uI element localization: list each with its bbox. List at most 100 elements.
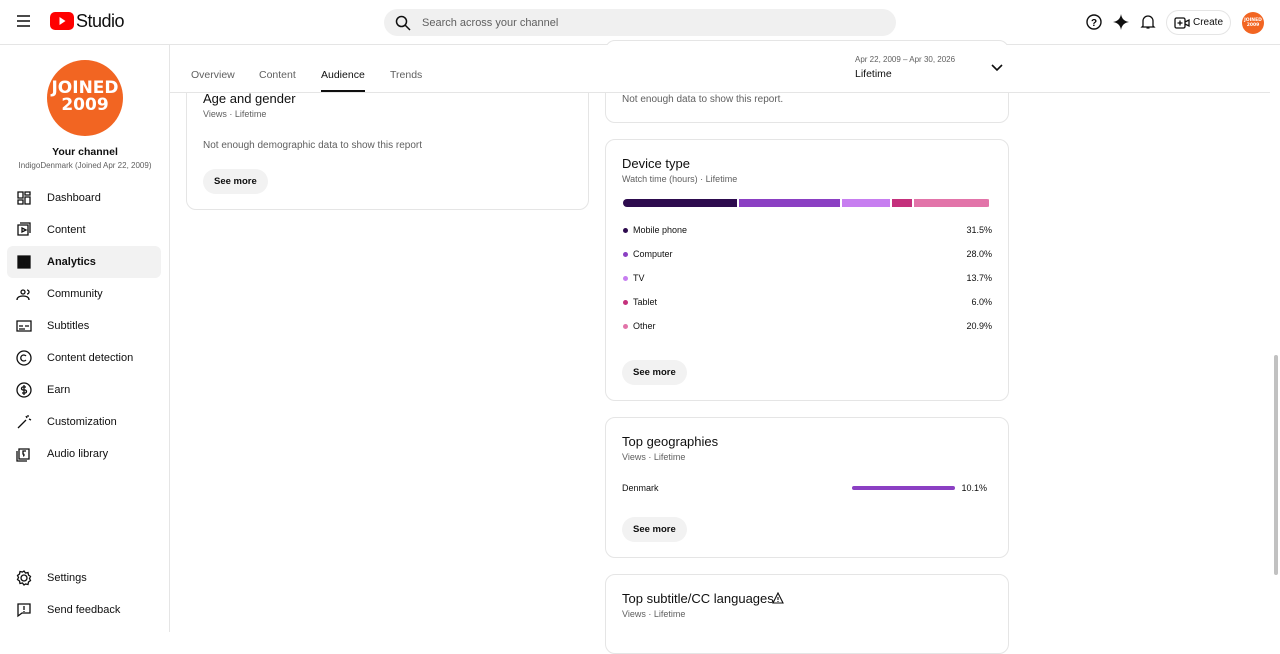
search-box[interactable]: Search across your channel xyxy=(384,9,896,36)
nav-icon xyxy=(16,570,32,586)
device-percent: 20.9% xyxy=(966,321,992,331)
tab[interactable]: Content xyxy=(259,69,296,81)
icon-shape xyxy=(17,415,32,429)
create-label: Create xyxy=(1193,17,1224,28)
empty-message: Not enough demographic data to show this… xyxy=(203,140,423,151)
stacked-bar xyxy=(623,199,991,207)
see-more-button[interactable]: See more xyxy=(622,360,687,385)
date-range[interactable]: Apr 22, 2009 – Apr 30, 2026 xyxy=(855,55,956,64)
nav-icon xyxy=(17,415,32,429)
icon-shape xyxy=(16,350,32,366)
card-title: Device type xyxy=(622,156,690,171)
card-subtitle: Views · Lifetime xyxy=(622,452,686,462)
nav-item[interactable]: Subtitles xyxy=(7,310,161,342)
legend-dot xyxy=(623,252,628,257)
search-icon xyxy=(395,15,411,31)
menu-icon[interactable] xyxy=(16,14,32,28)
country-name: Denmark xyxy=(622,483,659,493)
icon-shape xyxy=(17,603,31,618)
date-period[interactable]: Lifetime xyxy=(855,68,892,80)
device-name: Tablet xyxy=(633,297,658,307)
bar-segment xyxy=(738,199,840,207)
nav-icon xyxy=(16,350,32,366)
nav-icon xyxy=(16,448,30,462)
empty-message: Not enough data to show this report. xyxy=(622,94,784,105)
legend-dot xyxy=(623,300,628,305)
subtitle-languages-card: Top subtitle/CC languages Views · Lifeti… xyxy=(605,574,1009,654)
card-title: Top subtitle/CC languages xyxy=(622,591,774,606)
country-bar xyxy=(852,486,955,490)
bar-segment xyxy=(841,199,891,207)
nav-item[interactable]: Dashboard xyxy=(7,182,161,214)
icon-shape xyxy=(16,448,30,462)
icon-shape xyxy=(17,255,31,269)
warning-icon[interactable] xyxy=(772,592,784,604)
nav-item[interactable]: Analytics xyxy=(7,246,161,278)
see-more-button[interactable]: See more xyxy=(203,169,268,194)
card-title: Age and gender xyxy=(203,91,296,106)
icon-shape xyxy=(16,570,32,586)
geographies-card: Top geographies Views · Lifetime See mor… xyxy=(605,417,1009,558)
logo-icon[interactable] xyxy=(50,12,74,30)
logo-text: Studio xyxy=(76,11,125,31)
account-avatar[interactable]: JOINED 2009 xyxy=(1242,12,1264,34)
legend-dot xyxy=(623,228,628,233)
card-subtitle: Views · Lifetime xyxy=(203,109,267,119)
channel-avatar[interactable]: JOINED 2009 xyxy=(47,60,123,136)
bar-segment xyxy=(914,199,989,207)
device-percent: 13.7% xyxy=(966,273,992,283)
nav-icon xyxy=(17,222,31,236)
nav-icon xyxy=(17,255,31,269)
tab-underline xyxy=(321,90,365,92)
avatar-text: JOINED xyxy=(51,78,119,98)
see-more-button[interactable]: See more xyxy=(622,517,687,542)
tab[interactable]: Audience xyxy=(321,69,365,81)
country-percent: 10.1% xyxy=(961,483,987,493)
device-name: Other xyxy=(633,321,656,331)
legend-dot xyxy=(623,276,628,281)
nav-item[interactable]: Content xyxy=(7,214,161,246)
nav-icon xyxy=(17,603,31,618)
sparkle-icon[interactable] xyxy=(1113,14,1129,30)
nav-item[interactable]: Content detection xyxy=(7,342,161,374)
icon-shape xyxy=(17,222,31,236)
notifications-icon[interactable] xyxy=(1140,14,1156,30)
scrollbar[interactable] xyxy=(1274,355,1278,575)
nav-icon xyxy=(16,382,32,398)
top-bar: Studio Search across your channel ? Crea… xyxy=(0,0,1280,45)
icon-shape xyxy=(16,320,32,332)
device-percent: 31.5% xyxy=(966,225,992,235)
nav-icon xyxy=(16,289,30,301)
tab[interactable]: Trends xyxy=(390,69,423,81)
icon-shape xyxy=(16,382,32,398)
nav-item[interactable]: Community xyxy=(7,278,161,310)
nav-item[interactable]: Settings xyxy=(7,562,161,594)
card-title: Top geographies xyxy=(622,434,719,449)
nav-item[interactable]: Audio library xyxy=(7,438,161,470)
nav-icon xyxy=(16,320,32,332)
nav-item[interactable]: Earn xyxy=(7,374,161,406)
bar-segment xyxy=(623,199,737,207)
nav-item[interactable]: Customization xyxy=(7,406,161,438)
icon-shape xyxy=(16,289,30,301)
device-percent: 6.0% xyxy=(971,297,992,307)
create-icon xyxy=(1174,17,1190,29)
tab[interactable]: Overview xyxy=(191,69,235,81)
card-subtitle: Views · Lifetime xyxy=(622,609,686,619)
nav-item[interactable]: Send feedback xyxy=(7,594,161,626)
nav-icon xyxy=(17,191,31,205)
card-subtitle: Watch time (hours) · Lifetime xyxy=(622,174,738,184)
dropdown-icon[interactable] xyxy=(990,63,1004,73)
avatar-text: 2009 xyxy=(1246,22,1260,28)
device-name: Mobile phone xyxy=(633,225,688,235)
icon-shape xyxy=(17,191,31,205)
bar-segment xyxy=(892,199,913,207)
device-name: TV xyxy=(633,273,645,283)
avatar-text: JOINED xyxy=(1244,18,1262,23)
channel-title: Your channel xyxy=(52,146,118,158)
channel-name: IndigoDenmark (Joined Apr 22, 2009) xyxy=(18,161,152,170)
avatar-text: 2009 xyxy=(61,95,109,115)
create-button[interactable]: Create xyxy=(1166,10,1231,35)
help-icon[interactable]: ? xyxy=(1086,14,1102,30)
